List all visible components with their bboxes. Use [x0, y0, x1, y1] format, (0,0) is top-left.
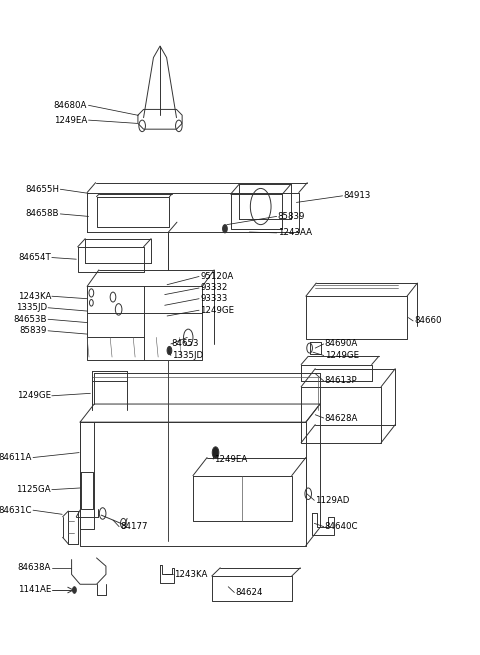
- Circle shape: [223, 225, 228, 233]
- Text: 84690A: 84690A: [324, 339, 358, 348]
- Text: 93332: 93332: [200, 284, 228, 293]
- Text: 1125GA: 1125GA: [16, 485, 51, 494]
- Text: 1249GE: 1249GE: [200, 306, 234, 314]
- Text: 93333: 93333: [200, 294, 228, 303]
- Text: 1243KA: 1243KA: [174, 570, 207, 579]
- Text: 1335JD: 1335JD: [16, 303, 47, 312]
- Text: 84913: 84913: [344, 191, 371, 200]
- Text: 1243KA: 1243KA: [18, 291, 51, 301]
- Text: 1249GE: 1249GE: [324, 351, 359, 360]
- Text: 85839: 85839: [20, 326, 47, 335]
- Text: 1249GE: 1249GE: [17, 391, 51, 400]
- Text: 84653B: 84653B: [13, 315, 47, 324]
- Text: 95120A: 95120A: [200, 272, 233, 281]
- Text: 84653: 84653: [172, 339, 199, 348]
- Text: 84654T: 84654T: [18, 253, 51, 262]
- Text: 85839: 85839: [277, 212, 305, 221]
- Circle shape: [212, 447, 219, 458]
- Text: 84660: 84660: [414, 316, 442, 326]
- Circle shape: [167, 346, 172, 354]
- Text: 1249EA: 1249EA: [214, 455, 247, 464]
- Text: 1129AD: 1129AD: [315, 496, 349, 505]
- Text: 1249EA: 1249EA: [54, 116, 87, 124]
- Text: 84628A: 84628A: [324, 413, 358, 422]
- Text: 84658B: 84658B: [25, 210, 59, 218]
- Text: 84611A: 84611A: [0, 453, 32, 462]
- Text: 84624: 84624: [235, 588, 263, 597]
- Text: 84631C: 84631C: [0, 506, 32, 515]
- Text: 84680A: 84680A: [54, 101, 87, 110]
- Text: 84655H: 84655H: [25, 185, 59, 194]
- Text: 1243AA: 1243AA: [277, 229, 312, 237]
- Text: 84613P: 84613P: [324, 377, 357, 386]
- Text: 84640C: 84640C: [324, 522, 358, 531]
- Circle shape: [72, 587, 76, 593]
- Text: 1141AE: 1141AE: [18, 585, 51, 593]
- Text: 1335JD: 1335JD: [172, 351, 203, 360]
- Text: 84638A: 84638A: [18, 563, 51, 572]
- Text: 84177: 84177: [120, 522, 147, 531]
